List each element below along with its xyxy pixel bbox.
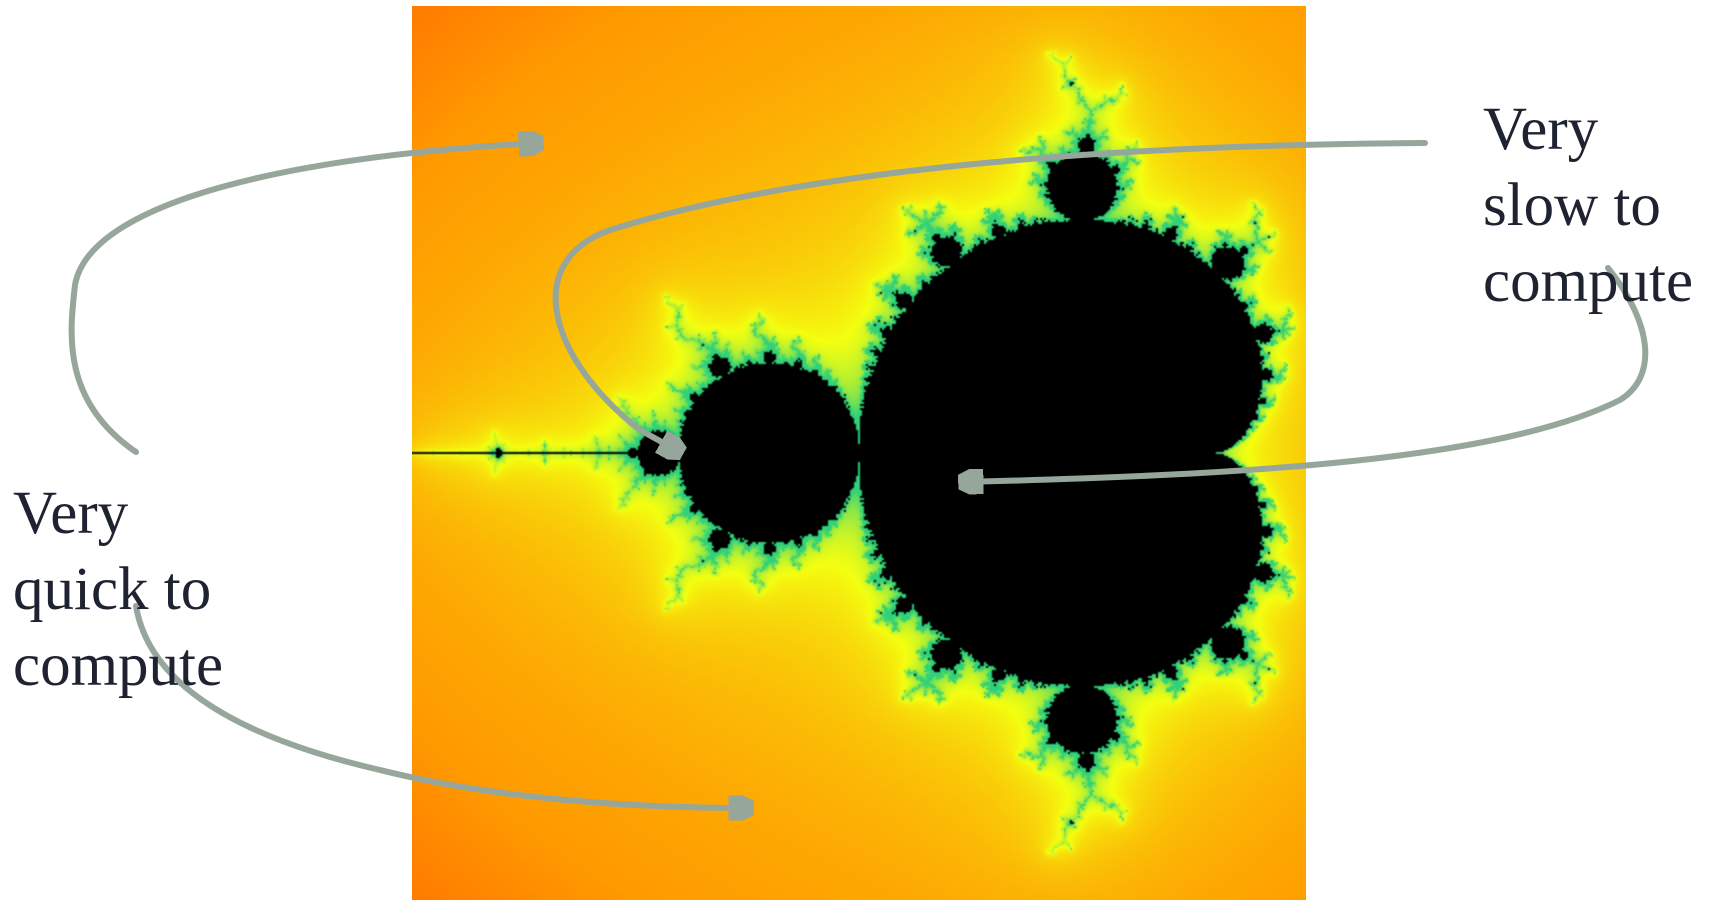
mandelbrot-image	[412, 6, 1306, 900]
caption-slow-line-2: slow to	[1483, 172, 1661, 239]
mandelbrot-canvas	[412, 6, 1306, 900]
caption-slow-line-3: compute	[1483, 248, 1694, 315]
caption-quick-line-3: compute	[13, 632, 224, 699]
caption-very-slow-to-compute: Very slow to compute	[1483, 92, 1693, 320]
caption-quick-line-2: quick to	[13, 556, 212, 623]
caption-slow-line-1: Very	[1483, 96, 1599, 163]
caption-quick-line-1: Very	[13, 480, 129, 547]
caption-very-quick-to-compute: Very quick to compute	[13, 476, 223, 704]
